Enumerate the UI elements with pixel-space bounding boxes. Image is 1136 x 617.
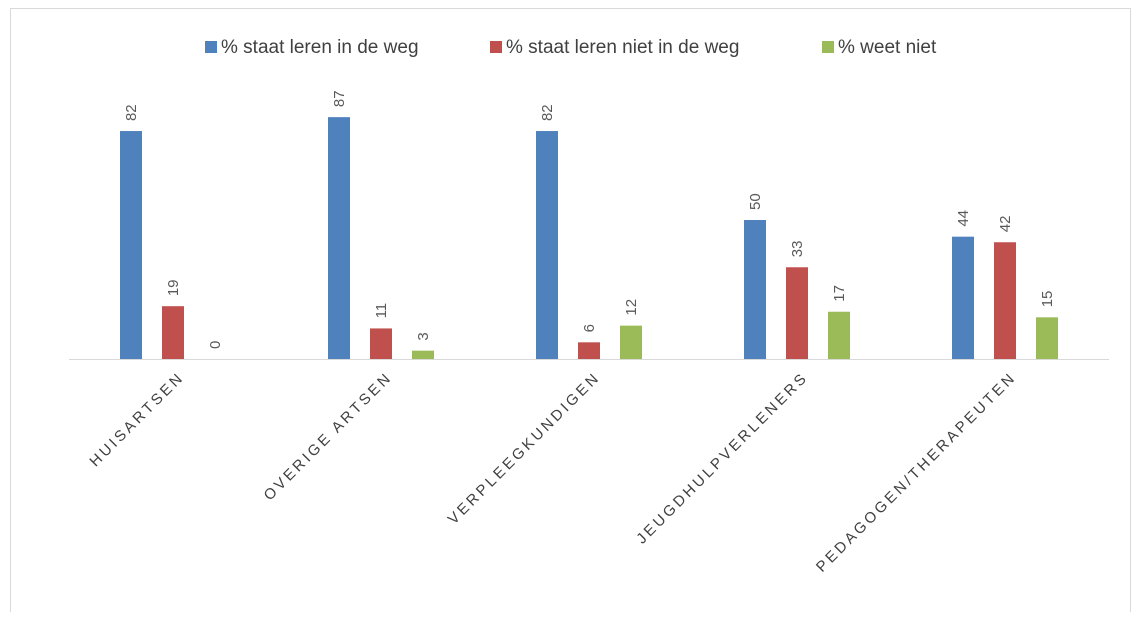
bar <box>786 267 808 359</box>
data-label: 12 <box>623 299 640 316</box>
bar <box>744 220 766 359</box>
data-label: 33 <box>789 241 806 258</box>
legend-label: % staat leren in de weg <box>221 37 419 58</box>
data-label: 0 <box>207 341 224 349</box>
bar <box>578 342 600 359</box>
data-label: 82 <box>123 104 140 121</box>
data-label: 19 <box>165 279 182 296</box>
legend-label: % weet niet <box>838 37 937 58</box>
bar <box>828 311 850 359</box>
data-label: 50 <box>747 193 764 210</box>
data-label: 82 <box>539 104 556 121</box>
bar <box>412 350 434 359</box>
bar <box>328 117 350 359</box>
data-label: 6 <box>581 324 598 332</box>
bar <box>994 242 1016 359</box>
data-label: 15 <box>1039 291 1056 308</box>
legend-swatch <box>205 41 217 53</box>
bar <box>536 131 558 359</box>
data-label: 3 <box>415 332 432 340</box>
bar <box>1036 317 1058 359</box>
bar <box>620 325 642 359</box>
data-label: 17 <box>831 285 848 302</box>
bar <box>120 131 142 359</box>
bar <box>370 328 392 359</box>
chart-frame <box>10 8 1131 617</box>
bar <box>952 236 974 359</box>
legend-swatch <box>490 41 502 53</box>
data-label: 42 <box>997 216 1014 233</box>
legend-swatch <box>822 41 834 53</box>
data-label: 44 <box>955 210 972 227</box>
data-label: 11 <box>373 303 390 319</box>
data-label: 87 <box>331 90 348 107</box>
legend-label: % staat leren niet in de weg <box>506 37 739 58</box>
bar <box>162 306 184 359</box>
